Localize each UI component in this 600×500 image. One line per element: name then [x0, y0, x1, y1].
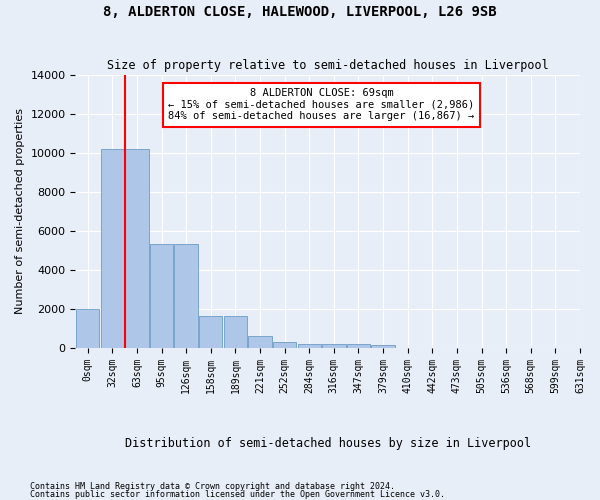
Text: 8, ALDERTON CLOSE, HALEWOOD, LIVERPOOL, L26 9SB: 8, ALDERTON CLOSE, HALEWOOD, LIVERPOOL, …	[103, 5, 497, 19]
Bar	[76, 308, 100, 348]
X-axis label: Distribution of semi-detached houses by size in Liverpool: Distribution of semi-detached houses by …	[125, 437, 531, 450]
Y-axis label: Number of semi-detached properties: Number of semi-detached properties	[15, 108, 25, 314]
Title: Size of property relative to semi-detached houses in Liverpool: Size of property relative to semi-detach…	[107, 59, 548, 72]
Bar	[101, 148, 124, 348]
Bar	[199, 316, 223, 348]
Text: 8 ALDERTON CLOSE: 69sqm
← 15% of semi-detached houses are smaller (2,986)
84% of: 8 ALDERTON CLOSE: 69sqm ← 15% of semi-de…	[169, 88, 475, 122]
Bar	[150, 244, 173, 348]
Text: Contains HM Land Registry data © Crown copyright and database right 2024.: Contains HM Land Registry data © Crown c…	[30, 482, 395, 491]
Bar	[224, 316, 247, 348]
Bar	[371, 345, 395, 348]
Bar	[248, 336, 272, 347]
Bar	[273, 342, 296, 347]
Text: Contains public sector information licensed under the Open Government Licence v3: Contains public sector information licen…	[30, 490, 445, 499]
Bar	[175, 244, 198, 348]
Bar	[322, 344, 346, 348]
Bar	[347, 344, 370, 348]
Bar	[125, 148, 149, 348]
Bar	[298, 344, 321, 347]
